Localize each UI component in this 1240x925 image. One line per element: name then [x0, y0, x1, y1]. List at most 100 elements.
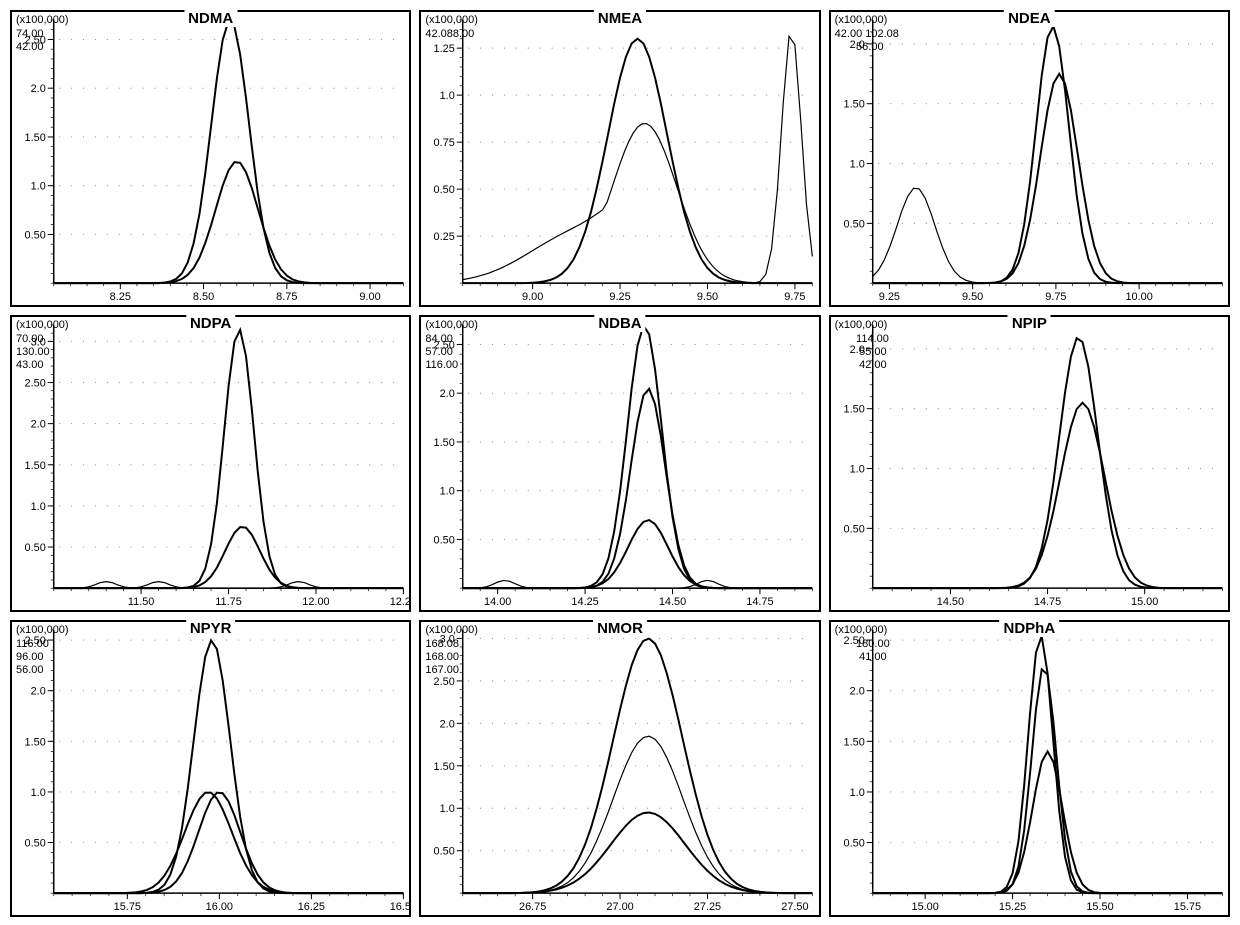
- scale-label: (x100,000): [835, 319, 888, 331]
- chromatogram-panel-ndma: NDMA (x100,000) 74.00 42.00 8.25 8.50 8.75 9.0…: [10, 10, 411, 307]
- scale-label: (x100,000): [835, 624, 888, 636]
- svg-text:9.00: 9.00: [359, 291, 380, 303]
- svg-text:14.50: 14.50: [659, 596, 686, 608]
- ion-labels: 114.00 55.00 42.00: [835, 333, 889, 373]
- panel-title: NDBA: [594, 315, 645, 332]
- svg-text:14.25: 14.25: [572, 596, 599, 608]
- svg-text:1.50: 1.50: [434, 761, 455, 773]
- svg-text:1.50: 1.50: [843, 99, 864, 111]
- ion-labels: 74.00 42.00: [16, 28, 44, 54]
- svg-text:1.50: 1.50: [25, 460, 46, 472]
- panel-title: NMOR: [593, 620, 647, 637]
- svg-text:2.0: 2.0: [31, 686, 46, 698]
- scale-label: (x100,000): [425, 319, 478, 331]
- panel-title: NDEA: [1004, 10, 1055, 27]
- svg-text:9.00: 9.00: [522, 291, 543, 303]
- scale-label: (x100,000): [16, 14, 69, 26]
- svg-text:1.0: 1.0: [440, 803, 455, 815]
- svg-text:0.50: 0.50: [434, 534, 455, 546]
- svg-text:2.0: 2.0: [31, 83, 46, 95]
- svg-text:8.25: 8.25: [110, 291, 131, 303]
- svg-text:1.0: 1.0: [849, 464, 864, 476]
- plot-svg: 15.0015.2515.5015.750.501.01.502.02.50: [831, 622, 1228, 915]
- svg-text:9.75: 9.75: [785, 291, 806, 303]
- svg-text:12.00: 12.00: [302, 596, 329, 608]
- chromatogram-panel-ndpha: NDPhA(x100,000) 180.00 41.0015.0015.2515…: [829, 620, 1230, 917]
- svg-text:2.50: 2.50: [434, 676, 455, 688]
- svg-text:14.75: 14.75: [747, 596, 774, 608]
- svg-text:0.75: 0.75: [434, 137, 455, 149]
- svg-text:2.0: 2.0: [440, 388, 455, 400]
- panel-title: NDMA: [184, 10, 237, 27]
- svg-text:1.50: 1.50: [843, 404, 864, 416]
- svg-text:1.0: 1.0: [849, 159, 864, 171]
- chromatogram-panel-npip: NPIP(x100,000) 114.00 55.00 42.0014.5014…: [829, 315, 1230, 612]
- svg-text:27.00: 27.00: [607, 901, 634, 913]
- plot-svg: 8.258.508.759.000.501.01.502.02.50: [12, 12, 409, 305]
- svg-text:8.75: 8.75: [276, 291, 297, 303]
- plot-svg: 14.5014.7515.000.501.01.502.0: [831, 317, 1228, 610]
- svg-text:1.50: 1.50: [25, 736, 46, 748]
- chromatogram-panel-ndea: NDEA (x100,000) 42.00 102.08 56.00 9.25 9.50…: [829, 10, 1230, 307]
- svg-text:11.50: 11.50: [128, 596, 154, 608]
- svg-text:0.50: 0.50: [843, 838, 864, 850]
- scale-label: (x100,000): [16, 319, 69, 331]
- plot-svg: 15.7516.0016.2516.500.501.01.502.02.50: [12, 622, 409, 915]
- ion-labels: 42.088.00: [425, 28, 474, 41]
- svg-text:15.00: 15.00: [911, 901, 938, 913]
- svg-text:1.0: 1.0: [31, 787, 46, 799]
- svg-text:2.0: 2.0: [440, 718, 455, 730]
- chromatogram-panel-ndpa: NDPA (x100,000) 70.00 130.00 43.00 11.50 11.…: [10, 315, 411, 612]
- svg-text:9.25: 9.25: [610, 291, 631, 303]
- svg-text:16.25: 16.25: [298, 901, 325, 913]
- svg-text:2.0: 2.0: [31, 419, 46, 431]
- svg-text:27.50: 27.50: [782, 901, 809, 913]
- svg-text:1.0: 1.0: [440, 90, 455, 102]
- svg-text:1.50: 1.50: [25, 132, 46, 144]
- svg-text:15.75: 15.75: [114, 901, 141, 913]
- ion-labels: 180.00 41.00: [835, 638, 890, 664]
- svg-text:11.75: 11.75: [215, 596, 241, 608]
- ion-labels: 42.00 102.08 56.00: [835, 28, 899, 54]
- svg-text:0.50: 0.50: [434, 846, 455, 858]
- svg-text:1.0: 1.0: [440, 486, 455, 498]
- plot-svg: 26.7527.0027.2527.500.501.01.502.02.503.…: [421, 622, 818, 915]
- scale-label: (x100,000): [16, 624, 69, 636]
- svg-text:0.50: 0.50: [843, 218, 864, 230]
- panel-title: NPIP: [1008, 315, 1051, 332]
- svg-text:14.50: 14.50: [936, 596, 963, 608]
- svg-text:9.25: 9.25: [878, 291, 899, 303]
- panel-title: NPYR: [186, 620, 236, 637]
- svg-text:8.50: 8.50: [193, 291, 214, 303]
- svg-text:27.25: 27.25: [694, 901, 721, 913]
- svg-text:9.50: 9.50: [962, 291, 983, 303]
- svg-text:0.50: 0.50: [25, 542, 46, 554]
- panel-title: NDPA: [186, 315, 235, 332]
- svg-text:0.25: 0.25: [434, 231, 455, 243]
- scale-label: (x100,000): [835, 14, 888, 26]
- svg-text:16.50: 16.50: [390, 901, 410, 913]
- svg-text:2.0: 2.0: [849, 686, 864, 698]
- svg-text:16.00: 16.00: [206, 901, 233, 913]
- ion-labels: 84.00 57.00 116.00: [425, 333, 458, 373]
- svg-text:9.75: 9.75: [1045, 291, 1066, 303]
- svg-text:12.25: 12.25: [390, 596, 410, 608]
- svg-text:1.0: 1.0: [31, 181, 46, 193]
- svg-text:15.00: 15.00: [1131, 596, 1158, 608]
- svg-text:1.0: 1.0: [31, 501, 46, 513]
- chromatogram-panel-nmea: NMEA(x100,000)42.088.009.009.259.509.750…: [419, 10, 820, 307]
- svg-text:15.25: 15.25: [999, 901, 1026, 913]
- panel-title: NMEA: [594, 10, 646, 27]
- plot-svg: 9.009.259.509.750.250.500.751.01.25: [421, 12, 818, 305]
- plot-svg: 11.5011.7512.0012.250.501.01.502.02.503.…: [12, 317, 409, 610]
- chromatogram-panel-nmor: NMOR(x100,000)168.08 168.00 167.0026.752…: [419, 620, 820, 917]
- ion-labels: 70.00 130.00 43.00: [16, 333, 50, 373]
- svg-text:9.50: 9.50: [697, 291, 718, 303]
- svg-text:0.50: 0.50: [25, 838, 46, 850]
- panel-title: NDPhA: [999, 620, 1059, 637]
- ion-labels: 168.08 168.00 167.00: [425, 638, 459, 678]
- chromatogram-panel-ndba: NDBA(x100,000)84.00 57.00 116.0014.0014.…: [419, 315, 820, 612]
- svg-text:0.50: 0.50: [25, 229, 46, 241]
- svg-text:0.50: 0.50: [434, 184, 455, 196]
- chromatogram-panel-npyr: NPYR(x100,000)116.00 96.00 56.0015.7516.…: [10, 620, 411, 917]
